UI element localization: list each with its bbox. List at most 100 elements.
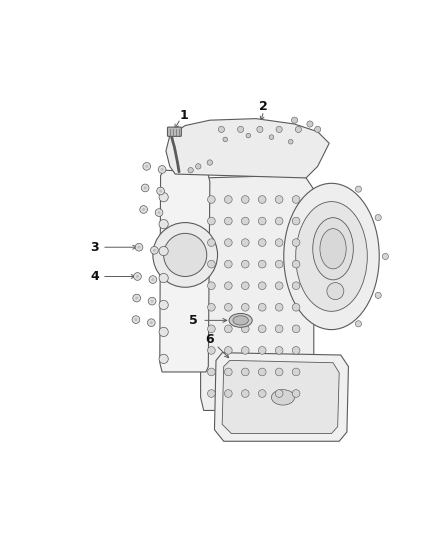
Text: 1: 1 bbox=[180, 109, 189, 122]
Circle shape bbox=[208, 282, 215, 289]
Circle shape bbox=[132, 316, 140, 324]
Circle shape bbox=[241, 303, 249, 311]
Circle shape bbox=[258, 303, 266, 311]
Circle shape bbox=[292, 368, 300, 376]
Circle shape bbox=[307, 121, 313, 127]
Circle shape bbox=[241, 346, 249, 354]
Circle shape bbox=[258, 325, 266, 333]
Circle shape bbox=[224, 390, 232, 398]
Circle shape bbox=[375, 214, 381, 221]
Polygon shape bbox=[160, 170, 210, 372]
Circle shape bbox=[138, 246, 141, 249]
Circle shape bbox=[258, 282, 266, 289]
Circle shape bbox=[224, 325, 232, 333]
Circle shape bbox=[314, 126, 321, 133]
Circle shape bbox=[223, 137, 228, 142]
Circle shape bbox=[276, 282, 283, 289]
Circle shape bbox=[292, 303, 300, 311]
Circle shape bbox=[142, 208, 145, 211]
Text: 6: 6 bbox=[205, 333, 214, 346]
Circle shape bbox=[164, 233, 207, 277]
Circle shape bbox=[196, 164, 201, 169]
Circle shape bbox=[140, 206, 148, 213]
Circle shape bbox=[355, 321, 361, 327]
Circle shape bbox=[241, 217, 249, 225]
Circle shape bbox=[224, 282, 232, 289]
Circle shape bbox=[208, 196, 215, 203]
Circle shape bbox=[276, 390, 283, 398]
Circle shape bbox=[144, 187, 147, 189]
Text: 4: 4 bbox=[90, 270, 99, 283]
Circle shape bbox=[159, 273, 168, 282]
Ellipse shape bbox=[233, 316, 248, 325]
Circle shape bbox=[159, 192, 168, 202]
Circle shape bbox=[159, 220, 168, 229]
Circle shape bbox=[257, 126, 263, 133]
Circle shape bbox=[241, 325, 249, 333]
Text: 5: 5 bbox=[188, 314, 197, 327]
Ellipse shape bbox=[229, 313, 252, 327]
Circle shape bbox=[375, 292, 381, 298]
Circle shape bbox=[276, 239, 283, 246]
Circle shape bbox=[208, 239, 215, 246]
Circle shape bbox=[276, 126, 282, 133]
Circle shape bbox=[135, 244, 143, 251]
Circle shape bbox=[258, 217, 266, 225]
Circle shape bbox=[159, 354, 168, 364]
Circle shape bbox=[276, 346, 283, 354]
Circle shape bbox=[258, 196, 266, 203]
Circle shape bbox=[224, 239, 232, 246]
Circle shape bbox=[151, 246, 158, 254]
Ellipse shape bbox=[272, 390, 294, 405]
Circle shape bbox=[224, 303, 232, 311]
Circle shape bbox=[246, 133, 251, 138]
Circle shape bbox=[258, 260, 266, 268]
Circle shape bbox=[148, 297, 156, 305]
Circle shape bbox=[292, 196, 300, 203]
Circle shape bbox=[292, 239, 300, 246]
Circle shape bbox=[133, 294, 141, 302]
Circle shape bbox=[224, 346, 232, 354]
Circle shape bbox=[150, 321, 153, 324]
Circle shape bbox=[276, 303, 283, 311]
Circle shape bbox=[295, 126, 301, 133]
Circle shape bbox=[145, 165, 148, 168]
Circle shape bbox=[153, 249, 156, 252]
Circle shape bbox=[155, 209, 163, 216]
Circle shape bbox=[224, 217, 232, 225]
Polygon shape bbox=[215, 353, 349, 441]
Ellipse shape bbox=[313, 217, 353, 280]
Circle shape bbox=[188, 167, 193, 173]
Ellipse shape bbox=[327, 282, 344, 300]
Circle shape bbox=[288, 140, 293, 144]
Circle shape bbox=[292, 260, 300, 268]
Circle shape bbox=[258, 239, 266, 246]
Circle shape bbox=[292, 217, 300, 225]
Circle shape bbox=[292, 346, 300, 354]
Circle shape bbox=[276, 368, 283, 376]
Circle shape bbox=[292, 325, 300, 333]
FancyBboxPatch shape bbox=[167, 127, 181, 136]
Circle shape bbox=[141, 184, 149, 192]
Circle shape bbox=[151, 278, 155, 281]
Circle shape bbox=[291, 117, 298, 123]
Ellipse shape bbox=[296, 201, 367, 311]
Circle shape bbox=[208, 346, 215, 354]
Circle shape bbox=[258, 368, 266, 376]
Circle shape bbox=[134, 318, 138, 321]
Circle shape bbox=[161, 168, 164, 171]
Circle shape bbox=[237, 126, 244, 133]
Circle shape bbox=[208, 260, 215, 268]
Circle shape bbox=[276, 325, 283, 333]
Circle shape bbox=[149, 276, 157, 284]
Circle shape bbox=[355, 186, 361, 192]
Text: 3: 3 bbox=[90, 241, 99, 254]
Text: 2: 2 bbox=[259, 100, 268, 113]
Circle shape bbox=[135, 296, 138, 300]
Polygon shape bbox=[201, 174, 314, 410]
Circle shape bbox=[276, 217, 283, 225]
Circle shape bbox=[159, 327, 168, 336]
Circle shape bbox=[241, 368, 249, 376]
Circle shape bbox=[276, 260, 283, 268]
Circle shape bbox=[258, 346, 266, 354]
